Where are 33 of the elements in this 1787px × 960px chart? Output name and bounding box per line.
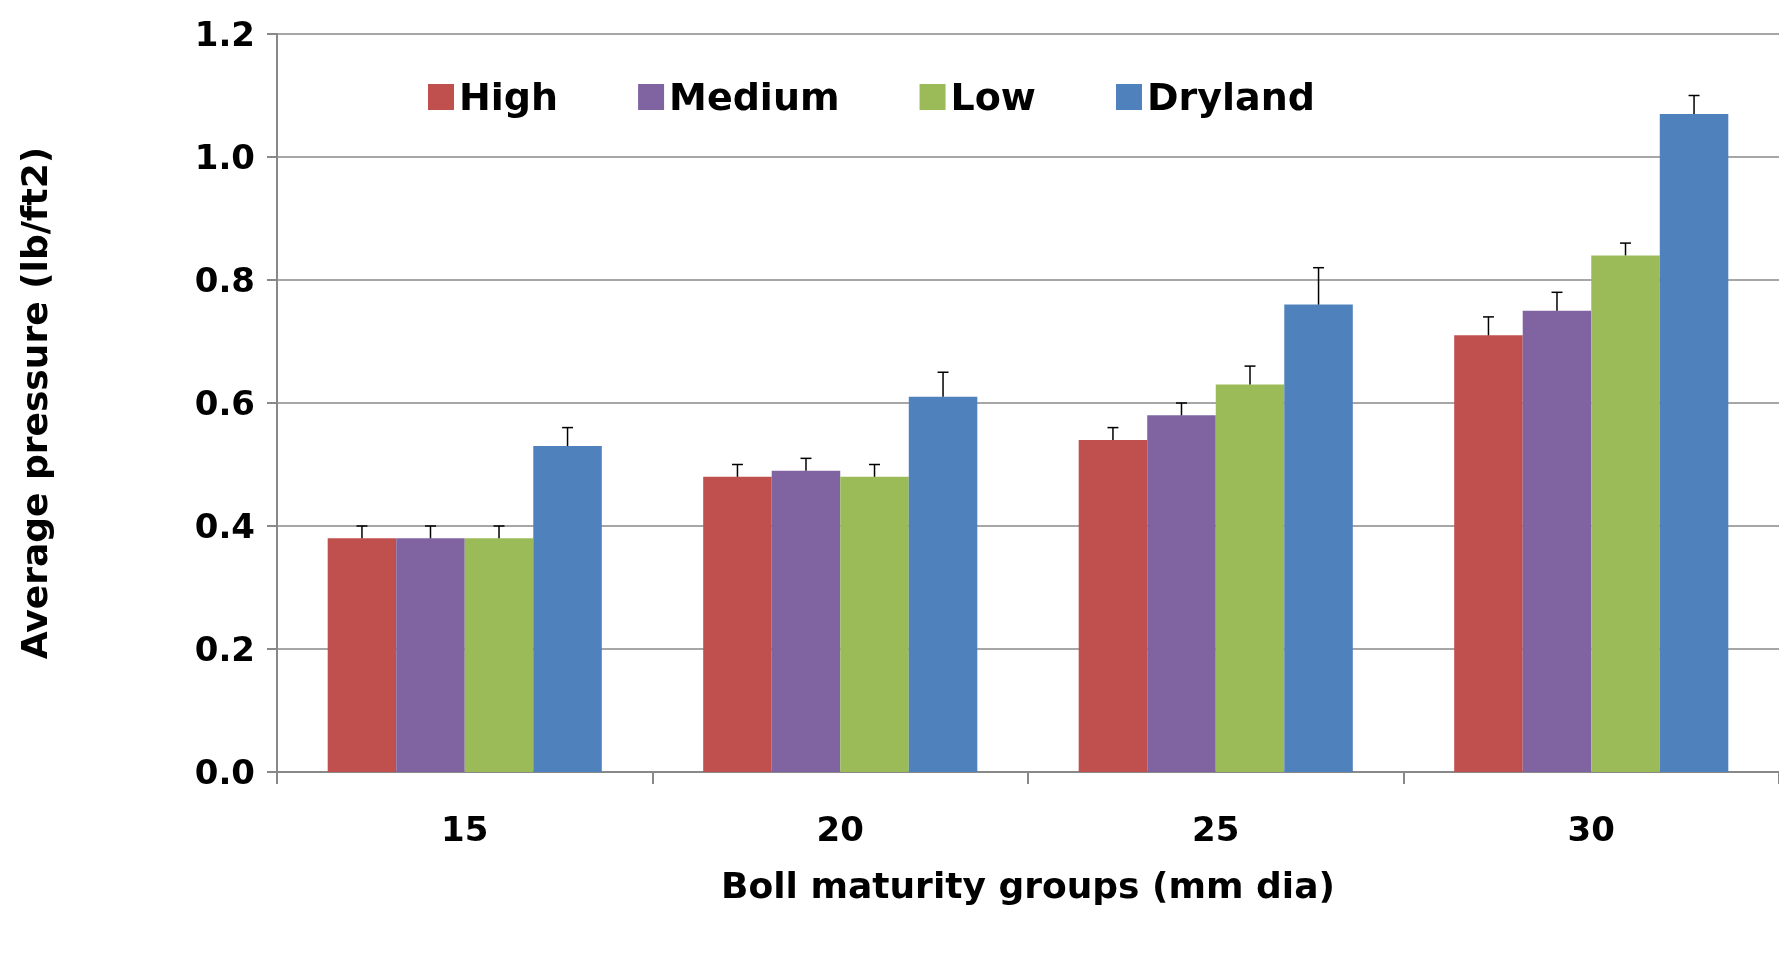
bar xyxy=(464,538,534,772)
bar xyxy=(1454,335,1523,772)
bar xyxy=(327,538,397,772)
y-tick-label: 0.0 xyxy=(194,752,255,792)
x-tick-label: 25 xyxy=(1192,809,1240,849)
bar xyxy=(1078,439,1148,772)
bar xyxy=(771,470,841,772)
legend-label: Dryland xyxy=(1146,75,1315,119)
x-tick-label: 30 xyxy=(1567,809,1615,849)
x-tick-label: 15 xyxy=(441,809,489,849)
bar xyxy=(1591,255,1660,772)
legend-label: High xyxy=(459,75,559,119)
y-tick-label: 1.2 xyxy=(194,14,255,54)
bar xyxy=(1147,415,1216,772)
bar xyxy=(1522,310,1592,772)
y-tick-label: 0.6 xyxy=(194,383,255,423)
y-axis-title: Average pressure (lb/ft2) xyxy=(13,146,55,660)
y-tick-label: 0.4 xyxy=(194,506,255,546)
x-tick-label: 20 xyxy=(816,809,864,849)
y-tick-label: 1.0 xyxy=(194,137,255,177)
legend-label: Low xyxy=(950,75,1036,119)
bar xyxy=(1284,304,1353,772)
bar xyxy=(840,476,909,772)
bar xyxy=(533,446,602,772)
bar xyxy=(1215,384,1285,772)
bar xyxy=(1659,113,1729,772)
bar xyxy=(396,538,465,772)
bar xyxy=(703,476,772,772)
y-tick-label: 0.2 xyxy=(194,629,255,669)
legend-label: Medium xyxy=(669,75,840,119)
y-tick-label: 0.8 xyxy=(194,260,255,300)
bar xyxy=(908,396,978,772)
x-axis-title: Boll maturity groups (mm dia) xyxy=(721,864,1335,906)
